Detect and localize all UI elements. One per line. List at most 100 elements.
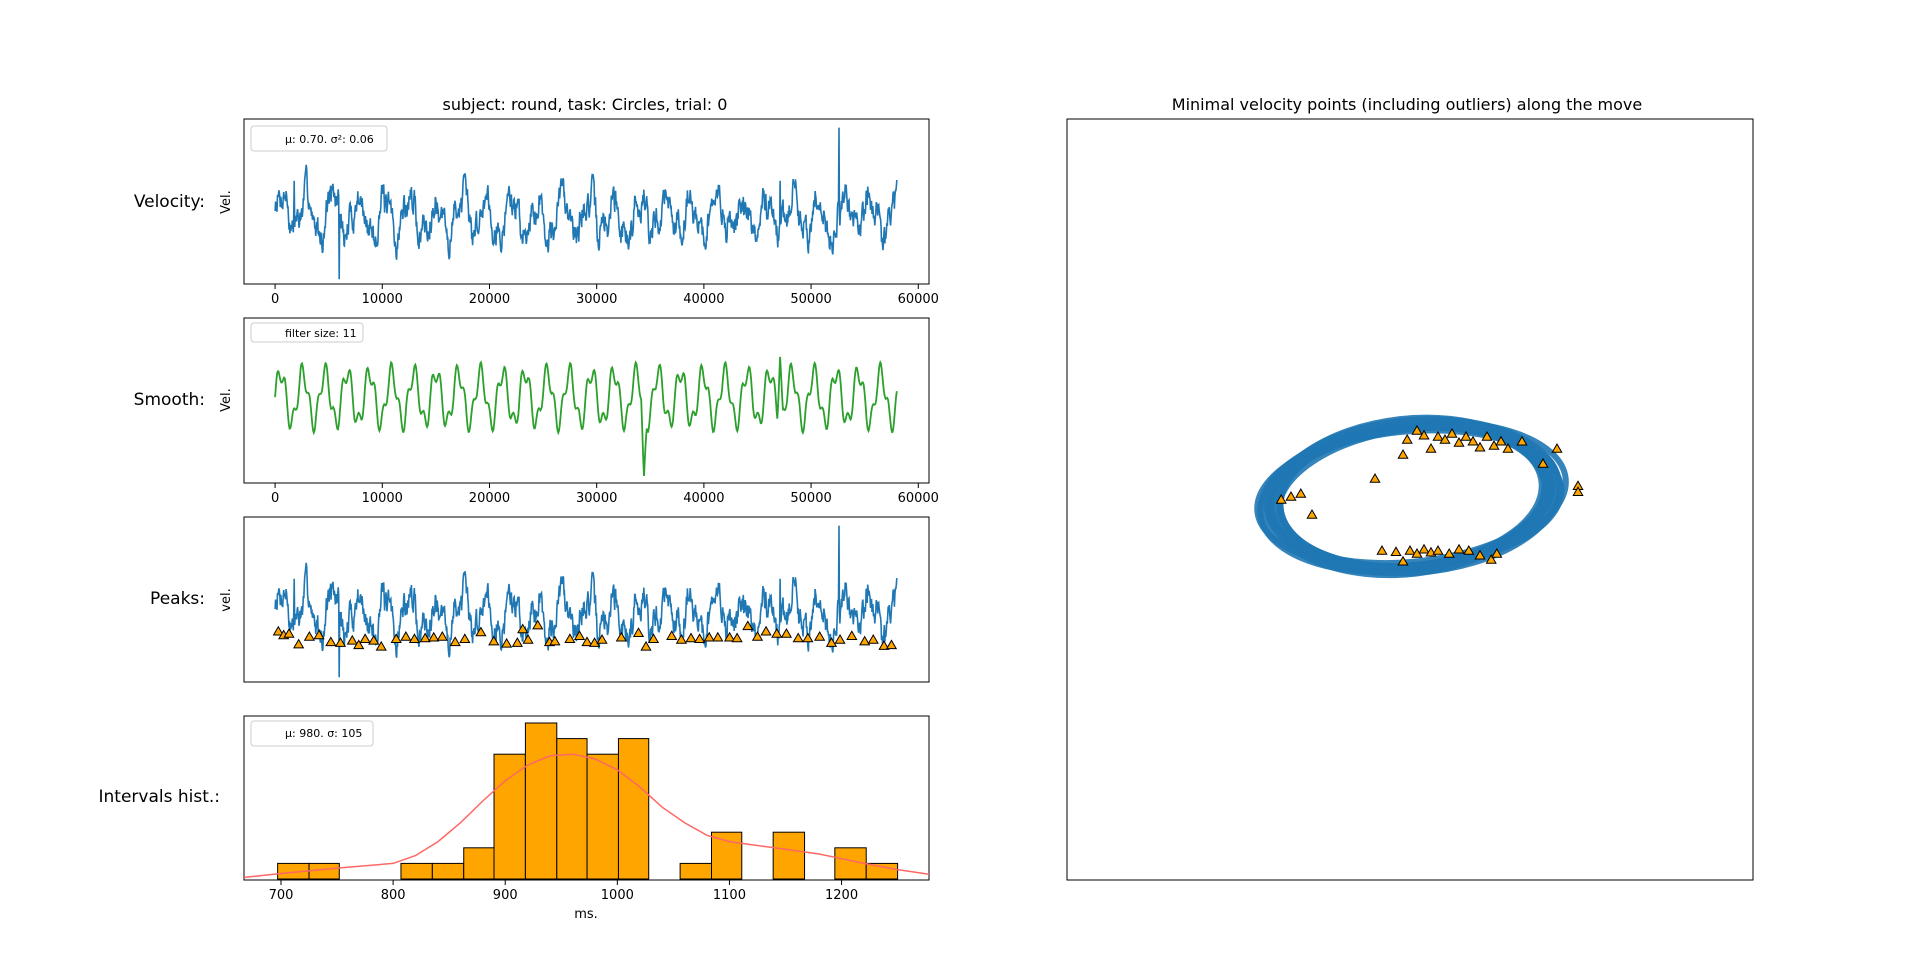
peak-marker [293,638,305,649]
peak-marker [647,633,660,644]
trajectory-marker [1446,427,1458,438]
x-tick-label: 60000 [898,292,939,307]
trajectory-marker [1463,544,1475,555]
smooth-x-ticks: 0 10000 20000 30000 40000 50000 60000 [271,483,939,506]
trajectory-marker [1376,544,1388,555]
smooth-panel: Vel. 0 10000 20000 30000 40000 50000 60000 fil… [219,317,939,506]
velocity-legend-text: μ: 0.70. σ²: 0.06 [285,133,374,146]
x-tick-label: 10000 [362,491,403,506]
peak-marker [742,620,754,631]
peaks-axes-frame [243,516,930,683]
peak-marker [814,631,826,641]
peak-marker [640,640,652,651]
peak-marker [675,634,687,644]
peak-marker [581,636,593,647]
histogram-legend-box [250,720,374,747]
peak-marker [272,625,284,636]
x-tick-label: 10000 [362,292,403,307]
histogram-legend: μ: 980. σ: 105 [250,720,374,747]
smooth-series-line [274,356,898,477]
trajectory-marker [1401,433,1413,444]
peak-marker [313,629,325,640]
peak-marker [368,634,380,645]
peak-marker [859,635,871,646]
trajectory-marker [1418,543,1430,554]
x-tick-label: 30000 [576,491,617,506]
peak-marker [666,630,678,641]
trajectory-marker [1432,430,1444,441]
smooth-legend-text: filter size: 11 [285,327,357,340]
peak-marker [346,634,358,645]
peak-marker [488,635,500,646]
trajectory-marker [1474,441,1486,452]
trajectory-marker [1418,429,1430,440]
trajectory-marker [1306,508,1318,519]
histogram-bar [772,831,806,880]
trajectory-marker [1404,544,1416,555]
x-tick-label: 1000 [601,888,634,903]
peak-marker [632,627,645,637]
peak-marker [693,633,706,644]
trajectory-axes-frame [1066,118,1754,881]
trajectory-marker [1453,543,1465,554]
peak-marker [846,630,858,641]
histogram-bar [308,862,340,880]
trajectory-marker [1481,430,1493,441]
trajectory-panel [1066,118,1754,881]
trajectory-marker [1474,549,1486,560]
peak-marker [408,633,421,644]
histogram-bar [463,847,495,880]
smooth-axes-frame [243,317,930,484]
histogram-bar [617,738,650,880]
histogram-bar [865,862,899,880]
histogram-bar [431,862,465,880]
histogram-bar [679,862,713,880]
histogram-bar [556,738,588,880]
peak-marker [359,633,371,644]
histogram-legend-text: μ: 980. σ: 105 [285,727,362,740]
peak-marker [475,626,487,637]
peak-marker [564,633,576,644]
smooth-legend-box [250,322,364,343]
row-label-velocity: Velocity: [134,192,205,212]
trajectory-marker [1443,547,1455,558]
trajectory-marker [1295,487,1307,498]
trajectory-marker [1537,457,1549,468]
peak-marker [723,631,736,642]
trajectory-minima-markers [1275,424,1584,566]
peaks-panel: vel. [219,516,930,683]
peak-marker [615,631,627,642]
trajectory-marker [1502,442,1514,453]
x-tick-label: 0 [271,292,279,307]
peak-marker [375,640,387,651]
x-tick-label: 30000 [576,292,617,307]
peak-marker [802,632,814,643]
trajectory-marker [1551,442,1563,453]
trajectory-marker [1397,448,1409,459]
velocity-x-ticks: 0 10000 20000 30000 40000 50000 60000 [271,284,939,307]
trajectory-marker [1285,490,1297,501]
left-title: subject: round, task: Circles, trial: 0 [443,95,728,114]
histogram-xlabel: ms. [574,907,598,922]
histogram-bar [711,831,743,880]
x-tick-label: 20000 [469,491,510,506]
trajectory-marker [1485,553,1497,564]
trajectory-marker [1397,555,1409,566]
velocity-axes-frame [243,118,930,285]
peak-marker [511,637,523,647]
peak-marker [549,635,561,646]
trajectory-marker [1495,435,1507,446]
peak-marker [522,634,534,644]
x-tick-label: 20000 [469,292,510,307]
x-tick-label: 60000 [898,491,939,506]
peak-marker [400,631,412,641]
trajectory-marker [1411,424,1423,435]
peak-marker [501,637,513,648]
peak-marker [449,636,461,647]
peak-marker [436,631,448,641]
velocity-legend: μ: 0.70. σ²: 0.06 [250,125,388,152]
peak-marker [334,637,347,647]
peak-marker [771,627,783,638]
peak-marker [303,631,316,641]
